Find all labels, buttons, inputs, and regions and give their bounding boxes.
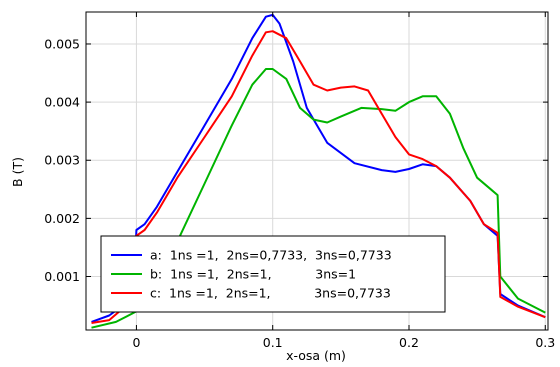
legend-label-b: b: 1ns =1, 2ns=1, 3ns=1 [150,267,356,282]
x-tick-label: 0.2 [399,335,419,350]
x-tick-label: 0.3 [535,335,555,350]
x-tick-label: 0 [132,335,140,350]
y-tick-label: 0.005 [44,36,80,51]
plot-frame [85,11,549,331]
legend-label-a: a: 1ns =1, 2ns=0,7733, 3ns=0,7733 [150,248,392,263]
y-axis: 0.001 0.002 0.003 0.004 0.005 [44,36,548,284]
legend-box [100,235,446,313]
x-axis-label: x-osa (m) [286,348,346,363]
y-tick-label: 0.002 [44,211,80,226]
series-line-c [91,30,546,324]
y-tick-label: 0.003 [44,153,80,168]
series-line-b [91,68,546,329]
y-tick-label: 0.001 [44,269,80,284]
legend-label-c: c: 1ns =1, 2ns=1, 3ns=0,7733 [150,286,391,301]
series-group [91,13,546,329]
x-tick-label: 0.1 [263,335,283,350]
legend: a: 1ns =1, 2ns=0,7733, 3ns=0,7733 b: 1ns … [100,235,446,313]
y-axis-label: B (T) [10,157,25,187]
y-tick-label: 0.004 [44,95,80,110]
x-axis: 0 0.1 0.2 0.3 [132,12,555,350]
